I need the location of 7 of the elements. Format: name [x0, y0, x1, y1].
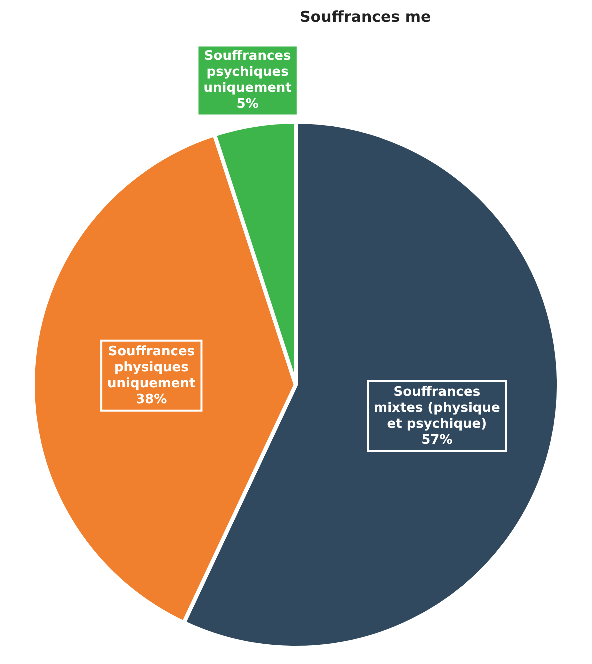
- slice-label: Souffrances mixtes (physique et psychique): [374, 384, 500, 432]
- data-label: 57%: [422, 432, 453, 448]
- data-label: 38%: [136, 392, 168, 408]
- data-label: 5%: [236, 97, 259, 112]
- chart-title: Souffrances me: [300, 8, 432, 26]
- slice-label: Souffrances physiques uniquement: [108, 344, 196, 392]
- slice-label: Souffrances psychiques uniquement: [204, 49, 292, 96]
